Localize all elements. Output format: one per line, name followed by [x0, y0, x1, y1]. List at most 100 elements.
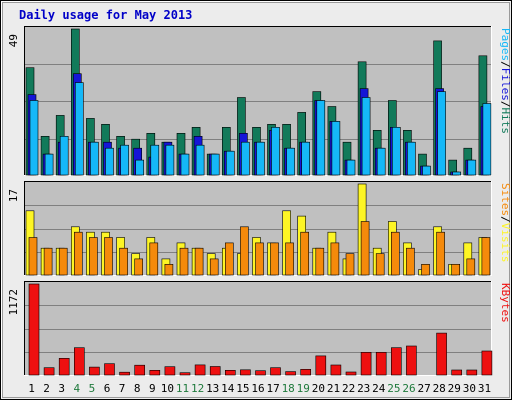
legend-traffic: Pages/Files/Hits	[499, 28, 512, 134]
bar-pages-day-20	[316, 100, 326, 176]
bar-pages-day-4	[75, 82, 84, 176]
legend-part: /	[499, 216, 512, 223]
bar-kbytes-day-14	[225, 369, 236, 376]
bar-pages-day-15	[241, 141, 250, 176]
bar-pages-day-30	[467, 159, 477, 176]
bar-sites-day-26	[406, 247, 415, 276]
series-kbytes	[28, 283, 493, 376]
bar-sites-day-16	[255, 242, 264, 276]
x-tick-label-day-6: 6	[104, 382, 111, 395]
bar-pages-day-23	[361, 97, 371, 176]
bar-pages-day-25	[391, 127, 401, 176]
x-tick-label-day-3: 3	[58, 382, 65, 395]
x-tick-label-day-14: 14	[221, 382, 235, 395]
bar-sites-day-31	[481, 237, 491, 276]
x-tick-label-day-13: 13	[206, 382, 219, 395]
bar-pages-day-22	[346, 159, 356, 176]
y-max-label-volume: 1172	[7, 289, 20, 316]
bar-kbytes-day-26	[406, 345, 417, 376]
bar-pages-day-29	[452, 171, 462, 176]
bar-sites-day-22	[345, 253, 355, 276]
x-tick-label-day-31: 31	[478, 382, 491, 395]
bar-kbytes-day-2	[43, 367, 55, 376]
bar-pages-day-28	[437, 91, 446, 176]
bar-kbytes-day-9	[149, 369, 161, 376]
bar-kbytes-day-28	[436, 332, 447, 376]
bar-sites-day-15	[240, 226, 249, 276]
x-tick-label-day-30: 30	[463, 382, 476, 395]
x-tick-label-day-9: 9	[149, 382, 156, 395]
bar-kbytes-day-23	[360, 351, 372, 376]
bar-sites-day-12	[194, 247, 204, 276]
bar-kbytes-day-3	[58, 357, 70, 376]
bar-pages-day-31	[482, 103, 492, 176]
y-max-label-traffic: 49	[7, 34, 20, 47]
bar-pages-day-16	[256, 141, 265, 176]
x-tick-label-day-18: 18	[282, 382, 295, 395]
legend-part: Files	[499, 68, 512, 101]
panel-volume: 1172 KBytes	[7, 281, 512, 376]
bar-sites-day-27	[421, 263, 430, 276]
panel-visitors: 17 Sites/Visits	[7, 181, 512, 276]
bar-kbytes-day-19	[300, 368, 312, 376]
bar-kbytes-day-29	[451, 369, 463, 376]
x-tick-label-day-28: 28	[433, 382, 446, 395]
bar-sites-day-2	[43, 247, 53, 276]
bar-kbytes-day-1	[28, 283, 40, 376]
legend-part: Pages	[499, 28, 512, 61]
x-tick-label-day-12: 12	[191, 382, 204, 395]
bar-kbytes-day-20	[315, 355, 327, 376]
x-tick-label-day-27: 27	[417, 382, 430, 395]
bar-kbytes-day-22	[345, 371, 357, 376]
bar-kbytes-day-24	[375, 351, 387, 376]
bar-pages-day-26	[407, 141, 416, 176]
bar-kbytes-day-12	[194, 364, 206, 376]
bar-pages-day-3	[59, 136, 69, 176]
bar-sites-day-28	[436, 231, 445, 276]
bar-kbytes-day-7	[119, 371, 130, 376]
bar-sites-day-8	[134, 258, 143, 276]
bar-pages-day-11	[180, 153, 190, 176]
legend-part: Hits	[499, 108, 512, 135]
legend-volume: KBytes	[499, 283, 512, 323]
bar-pages-day-27	[422, 165, 431, 176]
legend-part: /	[499, 61, 512, 68]
bar-pages-day-6	[105, 147, 114, 176]
bar-sites-day-18	[285, 242, 294, 276]
x-tick-label-day-26: 26	[402, 382, 415, 395]
x-tick-label-day-11: 11	[176, 382, 189, 395]
bar-pages-day-14	[226, 150, 235, 176]
chart-title: Daily usage for May 2013	[19, 8, 192, 22]
bar-sites-day-29	[451, 263, 461, 276]
x-tick-label-day-7: 7	[119, 382, 126, 395]
legend-part: Sites	[499, 183, 512, 216]
x-axis: 1 2 3 4 5 6 7 8 9 10 11 12 13 14 15 16 17 18 19 20 21 22 23 24 2…	[28, 382, 491, 395]
x-tick-label-day-2: 2	[43, 382, 50, 395]
bar-kbytes-day-11	[179, 372, 191, 376]
bar-kbytes-day-31	[481, 350, 493, 376]
x-tick-label-day-24: 24	[372, 382, 386, 395]
bar-kbytes-day-30	[466, 369, 478, 376]
bar-sites-day-13	[209, 258, 219, 276]
bar-pages-day-21	[331, 121, 341, 176]
bar-sites-day-21	[330, 242, 340, 276]
x-tick-label-day-1: 1	[28, 382, 35, 395]
bar-pages-day-13	[210, 153, 220, 176]
x-tick-label-day-21: 21	[327, 382, 340, 395]
bar-kbytes-day-17	[270, 367, 281, 376]
bar-sites-day-7	[119, 247, 128, 276]
legend-part: KBytes	[499, 283, 512, 323]
bar-pages-day-18	[286, 147, 295, 176]
bar-pages-day-19	[301, 141, 311, 176]
bar-sites-day-1	[28, 237, 38, 276]
chart-border-dark	[2, 2, 510, 398]
series-pages	[29, 82, 492, 176]
bar-kbytes-day-25	[390, 347, 402, 376]
x-tick-label-day-23: 23	[357, 382, 370, 395]
x-tick-label-day-25: 25	[387, 382, 400, 395]
bar-pages-day-24	[376, 147, 386, 176]
bar-sites-day-19	[300, 231, 310, 276]
legend-part: /	[499, 101, 512, 108]
bar-pages-day-8	[135, 159, 144, 176]
